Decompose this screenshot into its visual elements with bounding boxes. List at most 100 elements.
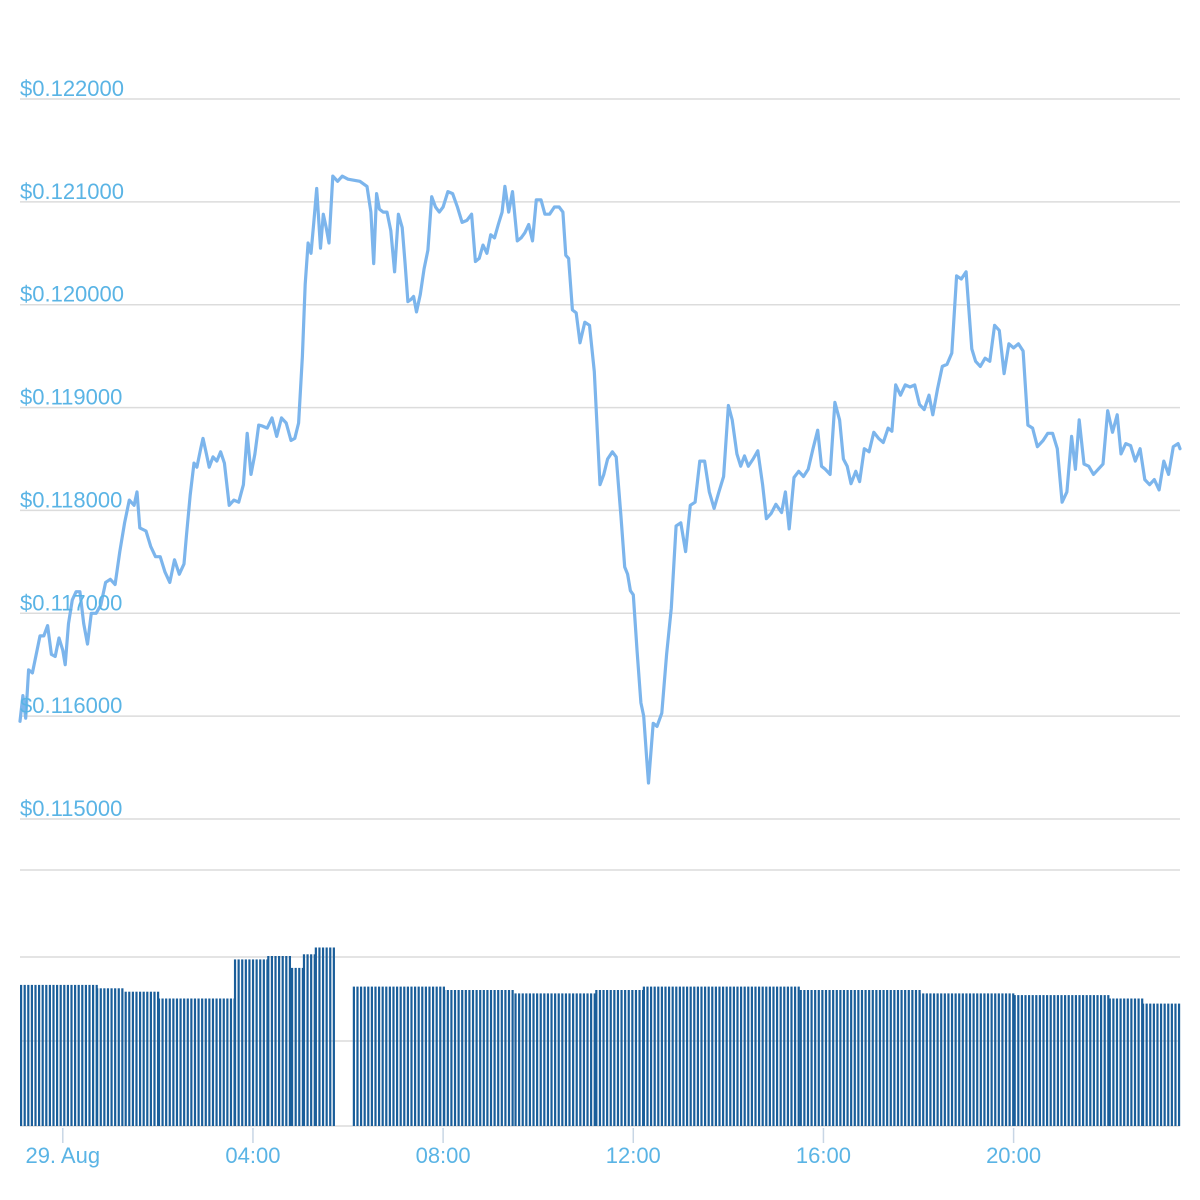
volume-bar xyxy=(689,986,692,1126)
volume-bar xyxy=(1156,1003,1159,1126)
y-tick-label: $0.116000 xyxy=(20,693,122,718)
volume-bar xyxy=(543,993,546,1126)
volume-bar xyxy=(106,988,110,1126)
volume-bar xyxy=(667,986,671,1126)
volume-bar xyxy=(646,986,649,1126)
volume-bar xyxy=(274,956,277,1126)
volume-bar xyxy=(48,984,51,1126)
volume-bar xyxy=(59,984,62,1126)
volume-bar xyxy=(381,986,384,1126)
volume-bar xyxy=(395,986,399,1126)
volume-bar xyxy=(696,986,699,1126)
volume-bar xyxy=(81,984,84,1126)
volume-bar xyxy=(700,986,703,1126)
volume-bar xyxy=(165,998,168,1126)
volume-bar xyxy=(1159,1003,1163,1126)
volume-bar xyxy=(1108,998,1111,1126)
volume-bar xyxy=(56,984,59,1126)
volume-bar xyxy=(965,993,968,1126)
volume-bar xyxy=(675,986,678,1126)
volume-bar xyxy=(457,990,460,1126)
volume-bar xyxy=(846,990,849,1126)
volume-bar xyxy=(1013,995,1016,1126)
volume-bar xyxy=(595,990,598,1126)
volume-bar xyxy=(799,990,802,1126)
volume-bar xyxy=(790,986,793,1126)
volume-bar xyxy=(208,998,211,1126)
volume-bar xyxy=(229,998,233,1126)
volume-bar xyxy=(922,993,925,1126)
volume-bar xyxy=(298,967,301,1126)
volume-bar xyxy=(500,990,503,1126)
volume-bar xyxy=(631,990,634,1126)
volume-bar xyxy=(255,959,258,1126)
volume-bar xyxy=(606,990,609,1126)
volume-bar xyxy=(972,993,975,1126)
volume-bar xyxy=(983,993,986,1126)
volume-bar xyxy=(1020,995,1024,1126)
volume-bar xyxy=(986,993,990,1126)
volume-bar xyxy=(99,988,102,1126)
volume-bar xyxy=(1017,995,1020,1126)
volume-bar xyxy=(918,993,921,1126)
x-tick-label: 04:00 xyxy=(225,1143,280,1168)
volume-bar xyxy=(142,991,145,1126)
volume-bar xyxy=(660,986,663,1126)
volume-bar xyxy=(747,986,750,1126)
volume-bar xyxy=(161,998,164,1126)
volume-bar xyxy=(288,956,292,1126)
volume-bar xyxy=(1046,995,1049,1126)
volume-bar xyxy=(399,986,402,1126)
volume-bar xyxy=(262,959,265,1126)
volume-bar xyxy=(882,990,885,1126)
volume-bar xyxy=(598,990,602,1126)
volume-bar xyxy=(1067,995,1070,1126)
volume-bar xyxy=(1056,995,1060,1126)
volume-bar xyxy=(1163,1003,1166,1126)
volume-bar xyxy=(900,990,903,1126)
volume-bar xyxy=(306,954,309,1126)
volume-bar xyxy=(1035,995,1038,1126)
volume-bar xyxy=(233,959,237,1126)
volume-bar xyxy=(803,990,806,1126)
y-tick-label: $0.122000 xyxy=(20,76,124,101)
volume-bar xyxy=(514,993,517,1126)
volume-bar xyxy=(761,986,764,1126)
volume-bar xyxy=(504,990,507,1126)
volume-bar xyxy=(219,998,222,1126)
volume-bar xyxy=(703,986,707,1126)
volume-bars xyxy=(20,947,1181,1126)
volume-bar xyxy=(314,947,317,1126)
volume-bar xyxy=(664,986,667,1126)
volume-bar xyxy=(1100,995,1103,1126)
volume-bar xyxy=(511,990,514,1126)
volume-bar xyxy=(793,986,797,1126)
y-tick-label: $0.121000 xyxy=(20,179,124,204)
volume-bar xyxy=(649,986,653,1126)
volume-bar xyxy=(197,998,200,1126)
volume-bar xyxy=(950,993,954,1126)
volume-bar xyxy=(593,993,596,1126)
volume-bar xyxy=(461,990,464,1126)
price-line-layer xyxy=(18,174,1182,785)
volume-bar xyxy=(616,990,620,1126)
volume-bar xyxy=(1028,995,1031,1126)
volume-bar xyxy=(732,986,735,1126)
volume-bar xyxy=(685,986,689,1126)
volume-bar xyxy=(251,959,255,1126)
volume-bar xyxy=(750,986,753,1126)
volume-bar xyxy=(979,993,982,1126)
volume-bar xyxy=(406,986,409,1126)
volume-bar xyxy=(582,993,586,1126)
volume-bar xyxy=(936,993,939,1126)
volume-bar xyxy=(475,990,478,1126)
volume-bar xyxy=(518,993,521,1126)
volume-bar xyxy=(1049,995,1052,1126)
volume-bar xyxy=(222,998,225,1126)
volume-bar xyxy=(1082,995,1085,1126)
volume-bar xyxy=(797,986,800,1126)
volume-bar xyxy=(363,986,366,1126)
volume-bar xyxy=(550,993,553,1126)
volume-bar xyxy=(839,990,842,1126)
volume-bar xyxy=(45,984,48,1126)
